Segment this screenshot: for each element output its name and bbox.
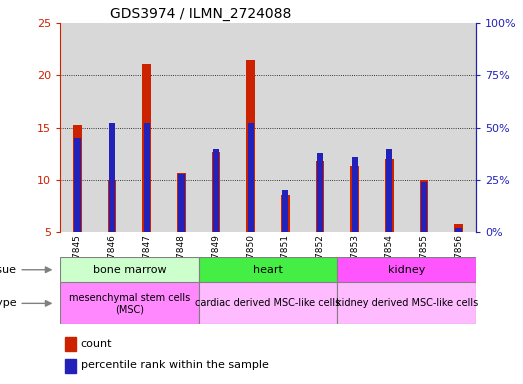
Bar [385, 159, 394, 232]
Text: GDS3974 / ILMN_2724088: GDS3974 / ILMN_2724088 [110, 7, 291, 21]
Text: tissue: tissue [0, 265, 17, 275]
Bar [337, 23, 372, 232]
Bar [178, 174, 185, 232]
Bar [177, 173, 186, 232]
Text: mesenchymal stem cells
(MSC): mesenchymal stem cells (MSC) [69, 293, 190, 314]
Bar [212, 152, 220, 232]
Bar [268, 23, 303, 232]
Bar [282, 190, 289, 232]
Bar [407, 23, 441, 232]
Bar [337, 257, 476, 282]
Text: cell type: cell type [0, 298, 17, 308]
Bar [456, 228, 462, 232]
Bar [73, 124, 82, 232]
Bar [281, 195, 290, 232]
Bar [419, 180, 428, 232]
Bar [421, 182, 427, 232]
Bar [164, 23, 199, 232]
Text: cardiac derived MSC-like cells: cardiac derived MSC-like cells [196, 298, 340, 308]
Bar [199, 282, 337, 324]
Bar [441, 23, 476, 232]
Bar [317, 153, 323, 232]
Bar [199, 257, 337, 282]
Bar [316, 161, 324, 232]
Bar [454, 224, 463, 232]
Bar [246, 60, 255, 232]
Bar [60, 257, 199, 282]
Bar [95, 23, 129, 232]
Bar [247, 124, 254, 232]
Text: bone marrow: bone marrow [93, 265, 166, 275]
Bar [60, 23, 95, 232]
Bar [372, 23, 407, 232]
Text: count: count [81, 339, 112, 349]
Bar [337, 282, 476, 324]
Text: kidney: kidney [388, 265, 425, 275]
Text: kidney derived MSC-like cells: kidney derived MSC-like cells [336, 298, 477, 308]
Bar [351, 157, 358, 232]
Bar [109, 124, 115, 232]
Bar [65, 337, 76, 351]
Text: heart: heart [253, 265, 283, 275]
Bar [142, 64, 151, 232]
Bar [303, 23, 337, 232]
Bar [129, 23, 164, 232]
Bar [386, 149, 392, 232]
Bar [60, 282, 199, 324]
Bar [233, 23, 268, 232]
Bar [74, 138, 81, 232]
Text: percentile rank within the sample: percentile rank within the sample [81, 360, 268, 370]
Bar [213, 149, 219, 232]
Bar [199, 23, 233, 232]
Bar [108, 180, 117, 232]
Bar [144, 124, 150, 232]
Bar [65, 359, 76, 372]
Bar [350, 166, 359, 232]
